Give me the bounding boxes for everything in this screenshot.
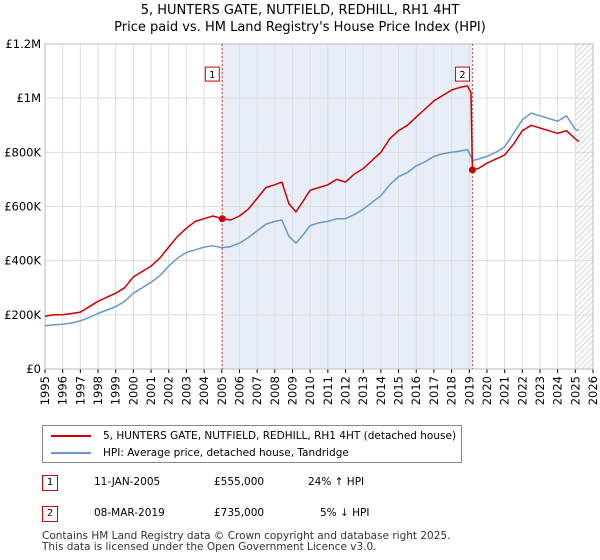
x-tick-label: 2003: [179, 376, 193, 405]
sale-label-box: [454, 66, 470, 82]
legend: 5, HUNTERS GATE, NUTFIELD, REDHILL, RH1 …: [42, 425, 462, 463]
x-tick-label: 2013: [356, 376, 370, 405]
footer: Contains HM Land Registry data © Crown c…: [42, 531, 450, 553]
sale-number-badge: 1: [42, 475, 58, 491]
x-tick-label: 2009: [285, 376, 299, 405]
x-tick-label: 2015: [392, 376, 406, 405]
y-tick-label: £0: [26, 362, 41, 376]
x-tick-label: 2021: [498, 376, 512, 405]
sale-point: [218, 215, 226, 223]
sale-label-box: [204, 66, 220, 82]
y-tick-label: £200K: [4, 308, 41, 322]
sale-row: 2 08-MAR-2019 £735,000 5% ↓ HPI: [42, 506, 442, 524]
legend-item-property: 5, HUNTERS GATE, NUTFIELD, REDHILL, RH1 …: [51, 428, 456, 444]
x-tick-label: 2004: [197, 376, 211, 405]
x-tick-label: 2012: [339, 376, 353, 405]
x-tick-label: 2020: [480, 376, 494, 405]
x-tick-label: 2008: [268, 376, 282, 405]
y-tick-label: £1.2M: [5, 37, 41, 51]
x-tick-label: 2016: [409, 376, 423, 405]
sale-point: [468, 166, 476, 174]
sale-date: 11-JAN-2005: [94, 476, 161, 488]
title-line-1: 5, HUNTERS GATE, NUTFIELD, REDHILL, RH1 …: [140, 3, 460, 18]
x-tick-label: 2024: [551, 376, 565, 405]
x-tick-label: 1995: [38, 376, 52, 405]
x-tick-label: 2018: [445, 376, 459, 405]
x-tick-label: 2007: [250, 376, 264, 405]
plot-frame: [44, 43, 594, 370]
legend-item-hpi: HPI: Average price, detached house, Tand…: [51, 445, 349, 461]
x-tick-label: 2001: [144, 376, 158, 405]
x-tick-label: 2023: [533, 376, 547, 405]
x-tick-label: 2025: [568, 376, 582, 405]
sale-price: £555,000: [214, 476, 265, 488]
x-tick-label: 2002: [162, 376, 176, 405]
sale-row: 1 11-JAN-2005 £555,000 24% ↑ HPI: [42, 475, 442, 493]
x-tick-label: 2006: [232, 376, 246, 405]
y-tick-label: £1M: [16, 91, 41, 105]
x-tick-label: 2005: [215, 376, 229, 405]
sale-label-number: 1: [209, 70, 215, 81]
hpi-series-line: [44, 112, 580, 327]
y-tick-label: £600K: [4, 200, 41, 214]
footer-licence: This data is licensed under the Open Gov…: [42, 541, 377, 553]
sale-number-badge: 2: [42, 506, 58, 522]
y-tick-label: £800K: [4, 145, 41, 159]
y-tick-label: £400K: [4, 254, 41, 268]
legend-swatch-hpi: [51, 452, 91, 454]
sale-label-number: 2: [459, 70, 465, 81]
legend-label-property: 5, HUNTERS GATE, NUTFIELD, REDHILL, RH1 …: [103, 430, 457, 442]
x-tick-label: 1996: [56, 376, 70, 405]
chart-title: 5, HUNTERS GATE, NUTFIELD, REDHILL, RH1 …: [0, 2, 600, 36]
sale-date: 08-MAR-2019: [94, 507, 165, 519]
sale-price: £735,000: [214, 507, 265, 519]
x-tick-label: 2017: [427, 376, 441, 405]
sale-hpi-change: 5% ↓ HPI: [320, 507, 370, 519]
title-line-2: Price paid vs. HM Land Registry's House …: [114, 20, 486, 35]
x-tick-label: 2011: [321, 376, 335, 405]
footer-copyright: Contains HM Land Registry data © Crown c…: [42, 530, 451, 542]
sale-hpi-change: 24% ↑ HPI: [308, 476, 365, 488]
x-tick-label: 1999: [109, 376, 123, 405]
x-tick-label: 2026: [586, 376, 600, 405]
x-tick-label: 2019: [462, 376, 476, 405]
x-tick-label: 2000: [126, 376, 140, 405]
property-series-line: [44, 85, 580, 317]
legend-swatch-property: [51, 435, 91, 437]
x-tick-label: 1997: [73, 376, 87, 405]
x-tick-label: 2014: [374, 376, 388, 405]
x-tick-label: 2010: [303, 376, 317, 405]
legend-label-hpi: HPI: Average price, detached house, Tand…: [103, 447, 349, 459]
x-tick-label: 2022: [515, 376, 529, 405]
x-tick-label: 1998: [91, 376, 105, 405]
